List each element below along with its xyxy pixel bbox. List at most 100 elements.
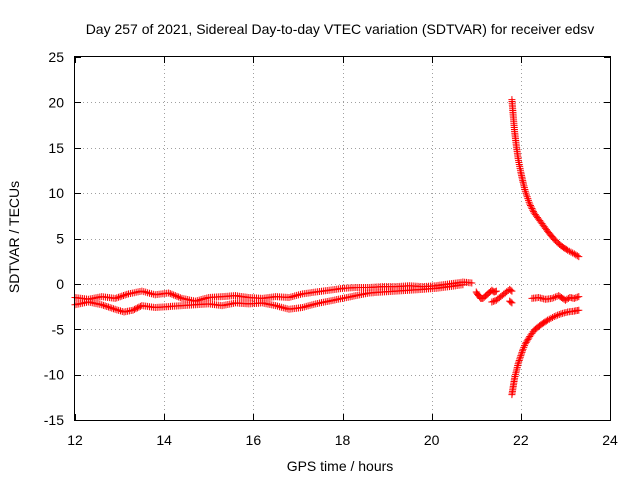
data-point [575, 293, 583, 301]
data-point [550, 313, 558, 321]
data-point [524, 195, 532, 203]
y-tick-label: -10 [44, 367, 64, 383]
series-lower-arc [508, 306, 583, 399]
x-tick-label: 20 [424, 432, 440, 448]
data-point [142, 288, 150, 296]
x-tick-label: 14 [156, 432, 172, 448]
y-tick-label: 15 [48, 140, 64, 156]
data-point [99, 301, 107, 309]
data-point [508, 299, 516, 307]
data-point [489, 297, 497, 305]
data-point [516, 355, 524, 363]
data-point [168, 290, 176, 298]
data-point [279, 304, 287, 312]
data-point [277, 303, 285, 311]
data-point [572, 294, 580, 302]
data-point [203, 294, 211, 302]
data-point [173, 292, 181, 300]
data-point [570, 250, 578, 258]
data-point [300, 303, 308, 311]
data-point [514, 360, 522, 368]
data-point [101, 302, 109, 310]
data-point [528, 205, 536, 213]
data-point [507, 298, 515, 306]
data-point [147, 290, 155, 298]
data-point [523, 191, 531, 199]
axis-ticks [75, 57, 611, 421]
data-point [115, 306, 123, 314]
data-point [519, 347, 527, 355]
data-point [285, 293, 293, 301]
data-point [170, 291, 178, 299]
data-point [111, 294, 119, 302]
data-point [492, 287, 500, 295]
data-point [547, 314, 555, 322]
data-point [287, 293, 295, 301]
data-point [308, 301, 316, 309]
y-tick-label: -5 [52, 321, 65, 337]
data-point [550, 294, 558, 302]
y-tick-label: 20 [48, 94, 64, 110]
data-point [491, 297, 499, 305]
data-point [507, 286, 515, 294]
data-point [508, 287, 516, 295]
data-point [130, 305, 138, 313]
data-point [523, 337, 531, 345]
data-point [565, 247, 573, 255]
data-point [572, 251, 580, 259]
data-point [116, 307, 124, 315]
data-point [113, 306, 121, 314]
series-scattered-segment [472, 285, 516, 307]
data-point [146, 289, 154, 297]
data-point [274, 302, 282, 310]
data-point [138, 287, 146, 295]
data-point [135, 303, 143, 311]
y-tick-label: -15 [44, 412, 64, 428]
data-point [109, 305, 117, 313]
data-point [114, 293, 122, 301]
data-point [544, 316, 552, 324]
data-point [522, 189, 530, 197]
data-point [575, 306, 583, 314]
chart-title: Day 257 of 2021, Sidereal Day-to-day VTE… [86, 21, 595, 37]
x-tick-label: 16 [246, 432, 262, 448]
data-point [118, 292, 126, 300]
x-tick-label: 22 [513, 432, 529, 448]
data-point [302, 302, 310, 310]
data-point [562, 245, 570, 253]
data-point [516, 353, 524, 361]
data-point [529, 206, 537, 214]
data-point [522, 338, 530, 346]
grid-lines [75, 57, 610, 420]
data-point [542, 317, 550, 325]
data-point [175, 293, 183, 301]
data-point [564, 246, 572, 254]
data-point [526, 200, 534, 208]
data-points [71, 96, 583, 399]
data-point [524, 335, 532, 343]
x-axis-label: GPS time / hours [287, 458, 394, 474]
data-point [176, 294, 184, 302]
data-point [518, 348, 526, 356]
data-point [281, 304, 289, 312]
data-point [306, 301, 314, 309]
data-point [108, 304, 116, 312]
data-point [132, 305, 140, 313]
data-point [98, 301, 106, 309]
data-point [468, 279, 476, 287]
plot-frame [74, 56, 611, 421]
data-point [103, 302, 111, 310]
data-point [272, 302, 280, 310]
data-point [113, 294, 121, 302]
data-point [291, 292, 299, 300]
data-point [521, 342, 529, 350]
data-point [310, 300, 318, 308]
data-point [133, 304, 141, 312]
data-point [555, 311, 563, 319]
data-point [573, 293, 581, 301]
data-point [296, 290, 304, 298]
data-point [554, 311, 562, 319]
data-point [569, 249, 577, 257]
data-point [171, 292, 179, 300]
